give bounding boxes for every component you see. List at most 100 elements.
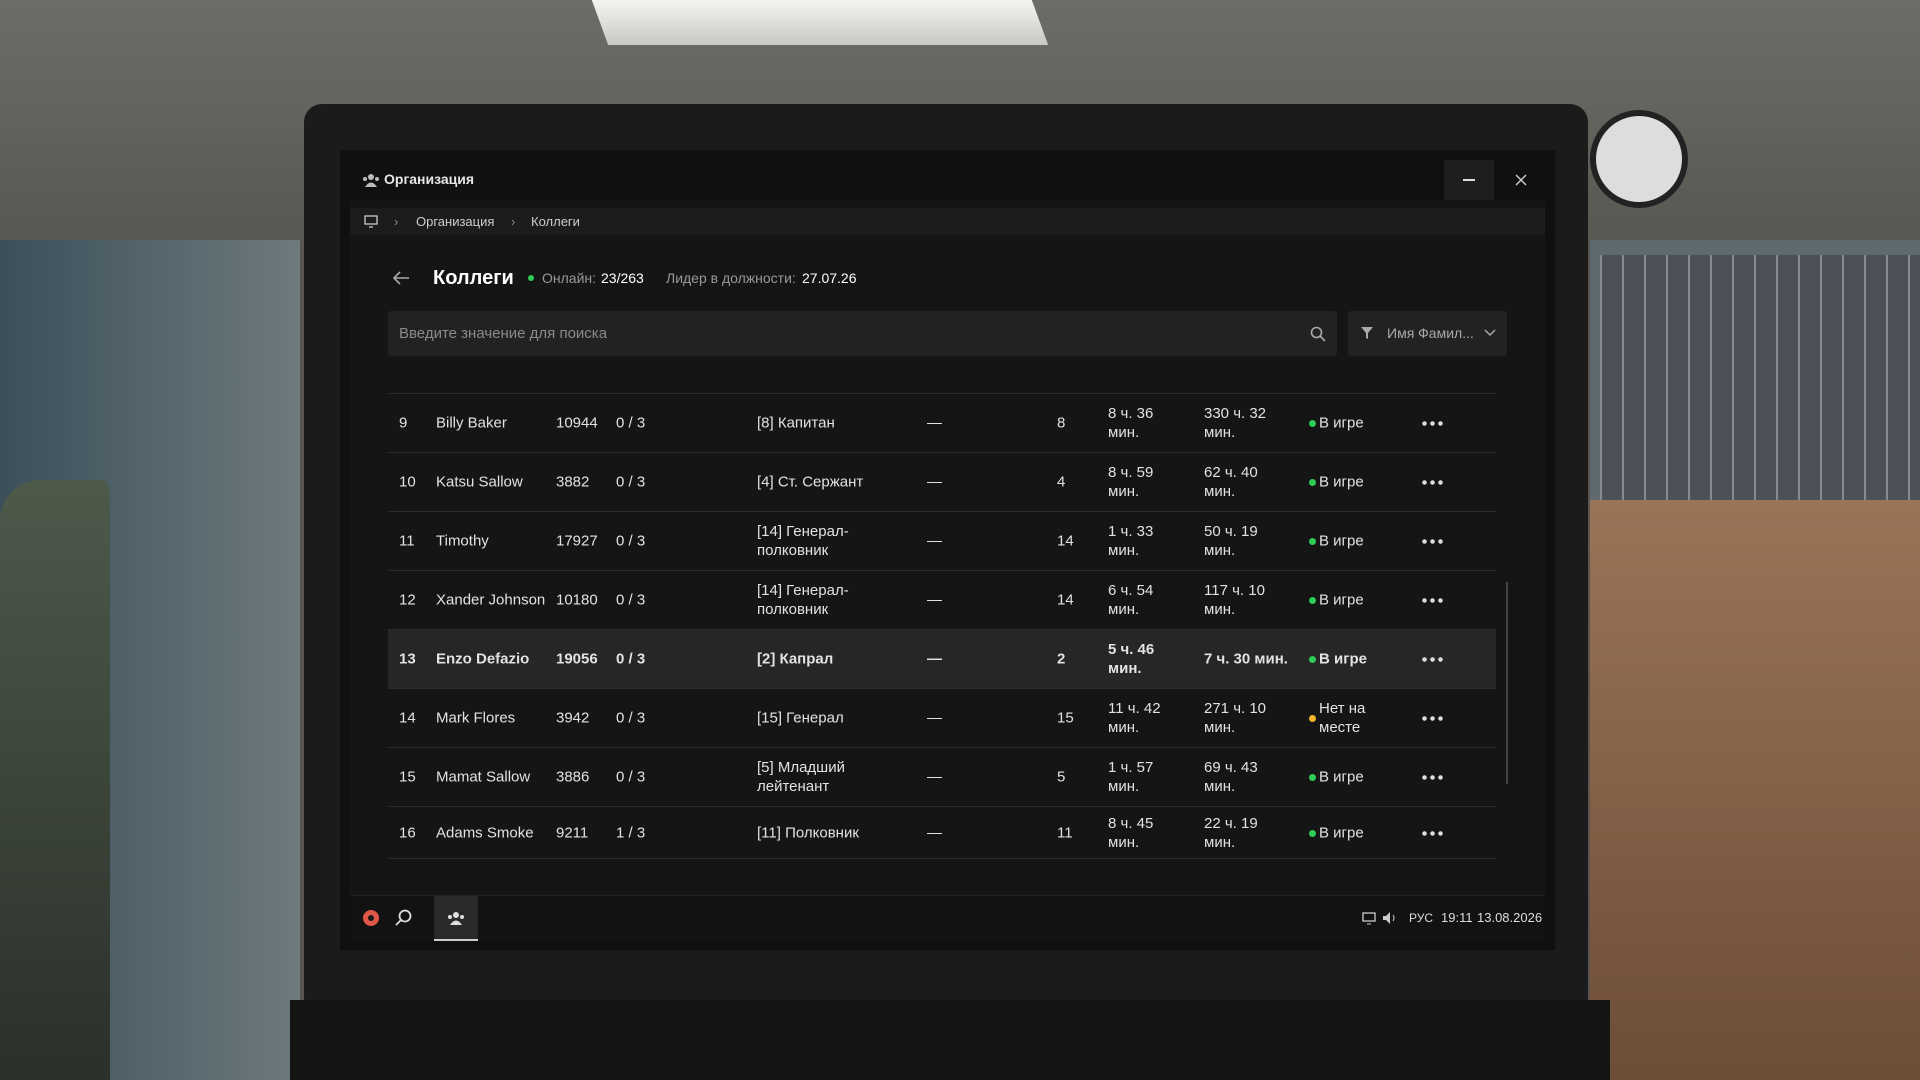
title-bar: Организация xyxy=(350,160,1545,200)
cell-level: 11 xyxy=(1057,824,1073,841)
table-row[interactable]: 13 Enzo Defazio 19056 0 / 3 [2] Капрал — 2 5 ч.… xyxy=(388,630,1496,689)
cell-total: 62 ч. 40 мин. xyxy=(1204,464,1258,500)
cell-name: Enzo Defazio xyxy=(436,650,530,668)
cell-level: 2 xyxy=(1057,650,1066,668)
cell-total: 22 ч. 19 мин. xyxy=(1204,814,1258,851)
breadcrumb-item[interactable]: Организация xyxy=(416,214,495,229)
cell-status: В игре xyxy=(1319,650,1367,668)
home-icon[interactable] xyxy=(364,215,378,228)
search-task-icon[interactable] xyxy=(395,909,413,927)
cell-level: 15 xyxy=(1057,709,1074,727)
close-button[interactable] xyxy=(1515,174,1527,186)
separator: › xyxy=(394,214,399,229)
cell-level: 8 xyxy=(1057,414,1066,432)
cell-num: 12 xyxy=(399,591,416,609)
cell-total: 69 ч. 43 мин. xyxy=(1204,759,1258,795)
status-dot xyxy=(1309,479,1316,486)
language[interactable]: РУС xyxy=(1409,911,1434,925)
back-button[interactable] xyxy=(392,270,410,286)
separator: › xyxy=(511,214,516,229)
cell-num: 14 xyxy=(399,709,416,727)
cell-note: — xyxy=(927,650,942,668)
character xyxy=(0,480,110,1080)
table-row[interactable]: 10 Katsu Sallow 3882 0 / 3 [4] Ст. Сержант — 4… xyxy=(388,453,1496,512)
cell-rank: [11] Полковник xyxy=(757,824,859,841)
page-title: Коллеги xyxy=(433,267,514,289)
cell-today: 1 ч. 57 мин. xyxy=(1108,759,1154,795)
more-button[interactable] xyxy=(1422,598,1444,603)
more-button[interactable] xyxy=(1422,539,1444,544)
cell-status: В игре xyxy=(1319,768,1364,786)
table-row[interactable]: 16 Adams Smoke 9211 1 / 3 [11] Полковник — 11 8… xyxy=(388,807,1496,859)
cell-today: 1 ч. 33 мин. xyxy=(1108,523,1154,559)
cell-today: 5 ч. 46 мин. xyxy=(1108,641,1155,677)
status-dot xyxy=(1309,715,1316,722)
cell-warns: 0 / 3 xyxy=(616,414,646,432)
table-row[interactable]: 9 Billy Baker 10944 0 / 3 [8] Капитан — 8 8 ч. … xyxy=(388,394,1496,453)
cell-status: В игре xyxy=(1319,591,1364,609)
more-button[interactable] xyxy=(1422,657,1444,662)
cell-status: В игре xyxy=(1319,473,1364,491)
breadcrumb-item[interactable]: Коллеги xyxy=(531,214,580,229)
leader-value: 27.07.26 xyxy=(802,270,857,286)
more-button[interactable] xyxy=(1422,830,1444,836)
chevron xyxy=(1484,329,1496,337)
cell-status: В игре xyxy=(1319,824,1364,841)
cell-id: 3882 xyxy=(556,473,590,491)
cell-warns: 0 / 3 xyxy=(616,709,646,727)
breadcrumb-bar: › Организация › Коллеги xyxy=(350,208,1545,235)
cell-status: В игре xyxy=(1319,532,1364,550)
row-partial xyxy=(388,380,1496,394)
date: 13.08.2026 xyxy=(1477,910,1543,925)
cell-warns: 0 / 3 xyxy=(616,591,646,609)
cell-rank: [5] Младший лейтенант xyxy=(757,759,845,795)
cell-id: 3886 xyxy=(556,768,590,786)
cell-warns: 1 / 3 xyxy=(616,824,646,841)
table-row[interactable]: 15 Mamat Sallow 3886 0 / 3 [5] Младший лейте… xyxy=(388,748,1496,807)
cell-id: 3942 xyxy=(556,709,590,727)
cell-note: — xyxy=(927,591,942,609)
cell-status: В игре xyxy=(1319,414,1364,432)
table-row[interactable]: 11 Timothy 17927 0 / 3 [14] Генерал-полковни… xyxy=(388,512,1496,571)
table-row[interactable]: 14 Mark Flores 3942 0 / 3 [15] Генерал — 15 11 … xyxy=(388,689,1496,748)
org-task[interactable] xyxy=(434,896,478,941)
scrollbar[interactable] xyxy=(1506,582,1508,784)
cell-num: 11 xyxy=(399,532,415,550)
more-button[interactable] xyxy=(1422,775,1444,780)
window-grid xyxy=(1600,255,1920,505)
cell-rank: [15] Генерал xyxy=(757,709,844,727)
cell-name: Adams Smoke xyxy=(436,824,534,841)
ceiling-light xyxy=(591,0,1049,45)
status-dot xyxy=(1309,538,1316,545)
status-dot xyxy=(1309,774,1316,781)
network-icon[interactable] xyxy=(1362,912,1376,925)
cell-note: — xyxy=(927,709,942,727)
cell-status: Нет на месте xyxy=(1319,700,1366,736)
cell-today: 6 ч. 54 мин. xyxy=(1108,582,1154,618)
cell-rank: [14] Генерал-полковник xyxy=(757,523,849,559)
cell-level: 14 xyxy=(1057,532,1074,550)
more-button[interactable] xyxy=(1422,421,1444,426)
cell-name: Katsu Sallow xyxy=(436,473,523,491)
status-dot xyxy=(1309,656,1316,663)
filter-dropdown[interactable]: Имя Фамил... xyxy=(1348,311,1507,356)
more-button[interactable] xyxy=(1422,716,1444,721)
cell-total: 7 ч. 30 мин. xyxy=(1204,650,1288,668)
start-icon[interactable] xyxy=(362,909,380,927)
cell-num: 16 xyxy=(399,824,416,841)
wall-clock xyxy=(1590,110,1688,208)
cell-name: Mark Flores xyxy=(436,709,516,727)
minimize-button[interactable] xyxy=(1444,160,1494,200)
more-button[interactable] xyxy=(1422,480,1444,485)
laptop-base xyxy=(290,1000,1610,1080)
cell-level: 5 xyxy=(1057,768,1066,786)
cell-warns: 0 / 3 xyxy=(616,532,646,550)
cell-total: 117 ч. 10 мин. xyxy=(1204,582,1265,618)
cell-total: 271 ч. 10 мин. xyxy=(1204,700,1267,736)
filter-label: Имя Фамил... xyxy=(1387,325,1474,341)
table-row[interactable]: 12 Xander Johnson 10180 0 / 3 [14] Генерал-п… xyxy=(388,571,1496,630)
search-box[interactable]: Введите значение для поиска xyxy=(388,311,1337,356)
cell-rank: [14] Генерал-полковник xyxy=(757,582,849,618)
colleagues-table: 9 Billy Baker 10944 0 / 3 [8] Капитан — 8 8 ч. … xyxy=(388,380,1496,877)
volume-icon[interactable] xyxy=(1382,911,1398,925)
